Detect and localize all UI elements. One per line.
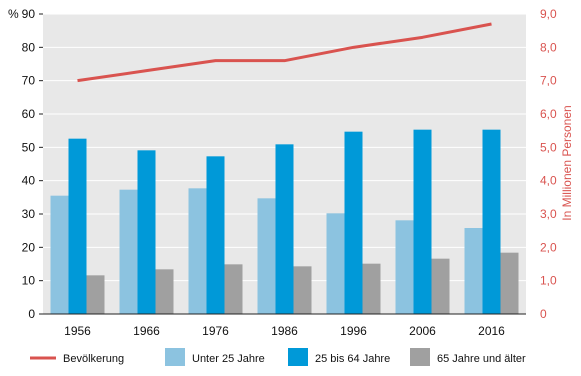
left-axis-unit: %	[8, 7, 19, 21]
bar	[188, 188, 207, 314]
left-tick-label: 80	[22, 40, 36, 54]
left-tick-label: 40	[22, 174, 36, 188]
left-tick-label: 60	[22, 107, 36, 121]
right-tick-label: 7,0	[540, 74, 557, 88]
left-tick-label: 70	[22, 74, 36, 88]
bar	[224, 264, 243, 314]
right-axis-label: In Millionen Personen	[560, 105, 574, 220]
left-axis-ticks: 0 10 20 30 40 50 60 70 80 90	[22, 7, 43, 321]
x-tick-label: 1996	[340, 324, 367, 338]
bar	[464, 228, 483, 314]
right-tick-label: 8,0	[540, 40, 557, 54]
x-tick-label: 1956	[64, 324, 91, 338]
bar	[413, 129, 432, 314]
line-bevoelkerung	[77, 22, 492, 83]
right-tick-label: 4,0	[540, 174, 557, 188]
bar	[344, 131, 363, 314]
left-tick-label: 20	[22, 240, 36, 254]
bar	[119, 189, 138, 314]
x-tick-label: 2016	[478, 324, 505, 338]
legend-label: Bevölkerung	[63, 353, 124, 365]
left-tick-label: 10	[22, 274, 36, 288]
right-tick-label: 0	[540, 307, 547, 321]
left-tick-label: 30	[22, 207, 36, 221]
bar	[155, 269, 174, 314]
right-axis-ticks: 0 1,0 2,0 3,0 4,0 5,0 6,0 7,0 8,0 9,0	[540, 7, 557, 321]
bar	[68, 138, 87, 314]
bar	[257, 198, 276, 314]
left-tick-label: 0	[28, 307, 35, 321]
bar	[326, 213, 345, 314]
legend: Bevölkerung Unter 25 Jahre 25 bis 64 Jahre…	[30, 348, 526, 366]
bars-layer	[50, 129, 519, 314]
bar	[137, 150, 156, 314]
right-tick-label: 3,0	[540, 207, 557, 221]
x-tick-label: 1986	[271, 324, 298, 338]
legend-label: 25 bis 64 Jahre	[315, 353, 390, 365]
bar	[500, 252, 519, 314]
bar	[362, 263, 381, 314]
right-tick-label: 2,0	[540, 240, 557, 254]
x-tick-label: 2006	[409, 324, 436, 338]
bar	[50, 195, 69, 314]
legend-swatch	[410, 348, 430, 366]
bar	[86, 275, 105, 314]
right-tick-label: 6,0	[540, 107, 557, 121]
left-tick-label: 50	[22, 140, 36, 154]
bar	[431, 258, 450, 314]
right-tick-label: 5,0	[540, 140, 557, 154]
bar	[482, 129, 501, 314]
left-tick-label: 90	[22, 7, 36, 21]
bar	[395, 220, 414, 314]
x-axis-ticks: 1956 1966 1976 1986 1996 2006 2016	[64, 324, 505, 338]
legend-swatch	[165, 348, 185, 366]
line-layer	[77, 22, 492, 83]
x-tick-label: 1976	[202, 324, 229, 338]
legend-label: 65 Jahre und älter	[437, 353, 526, 365]
right-tick-label: 9,0	[540, 7, 557, 21]
legend-label: Unter 25 Jahre	[192, 353, 265, 365]
bar	[275, 144, 294, 314]
bar	[293, 266, 312, 314]
legend-swatch	[288, 348, 308, 366]
bar	[206, 156, 225, 314]
right-tick-label: 1,0	[540, 274, 557, 288]
x-tick-label: 1966	[133, 324, 160, 338]
